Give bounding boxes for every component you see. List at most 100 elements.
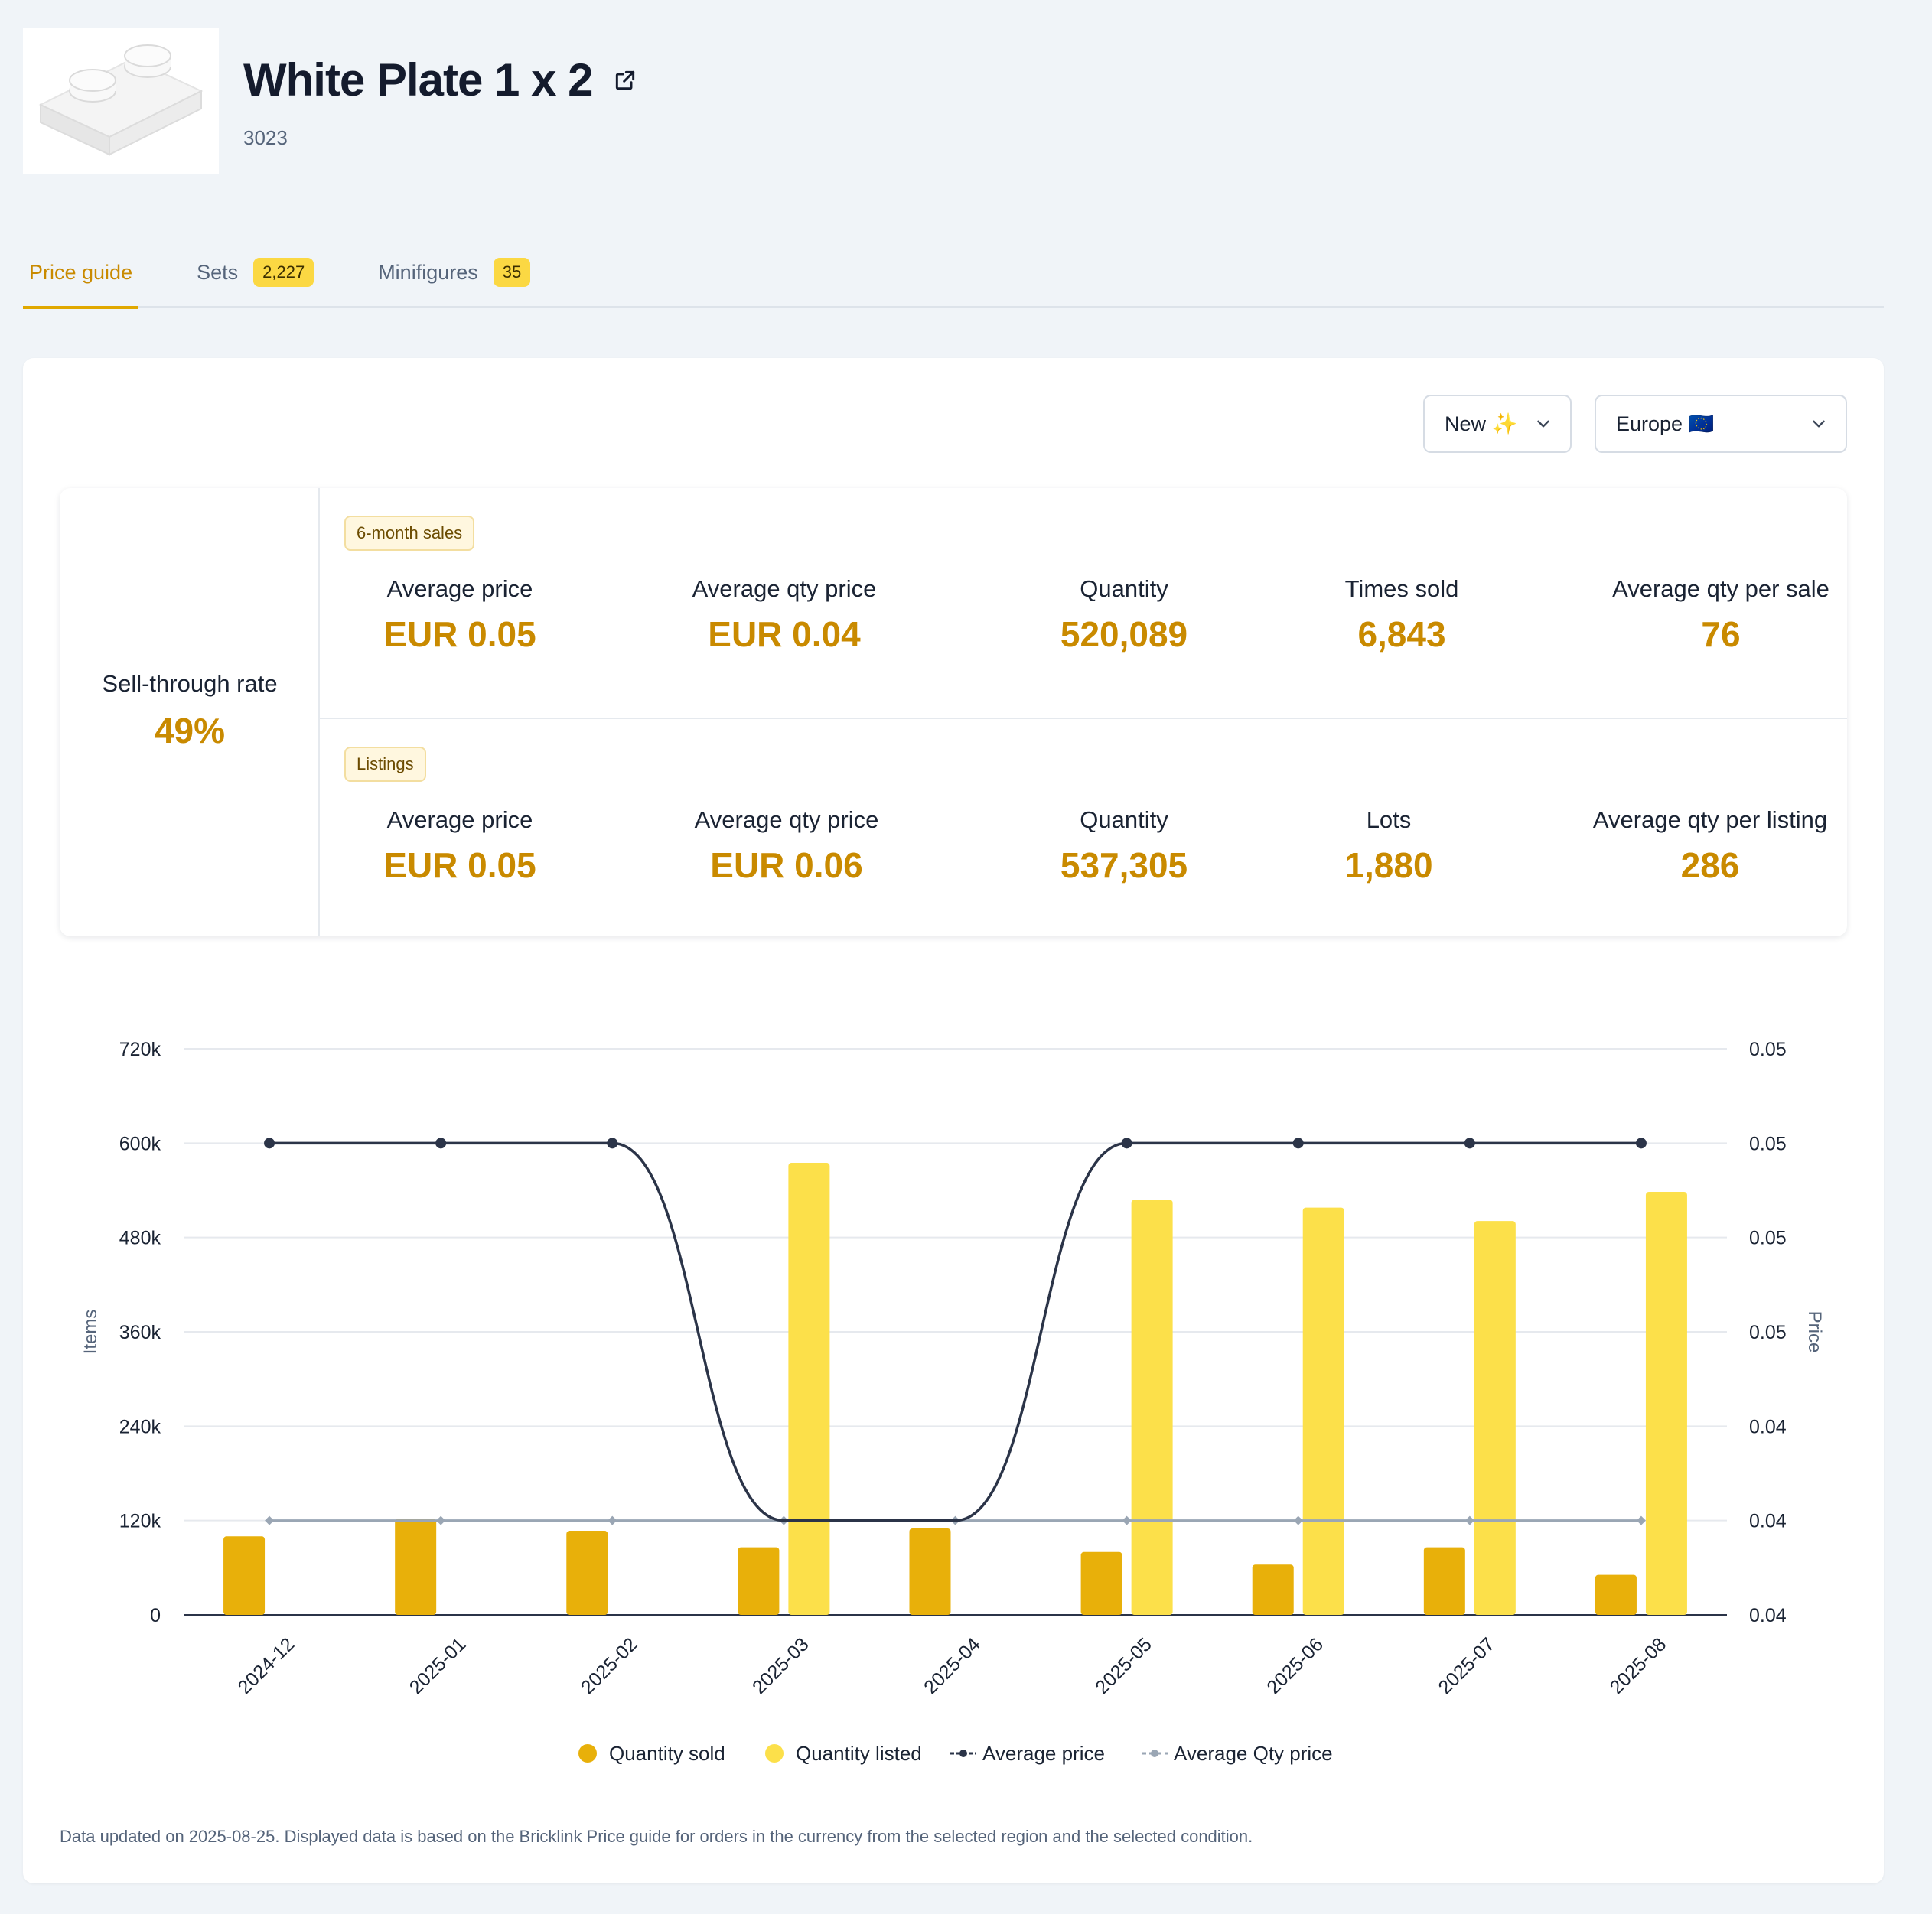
x-tick-label: 2025-05 xyxy=(1091,1633,1156,1698)
y2-axis-title: Price xyxy=(1804,1311,1825,1353)
metric-value: 537,305 xyxy=(1060,845,1188,885)
metric-label: Quantity xyxy=(1080,806,1168,833)
price-guide-card: New ✨ Europe 🇪🇺 Sell-through rate 49% 6-… xyxy=(23,358,1884,1883)
x-tick-label: 2025-03 xyxy=(748,1633,813,1698)
metric-label: Quantity xyxy=(1080,575,1168,602)
legend-label: Quantity listed xyxy=(796,1742,922,1765)
sell-through-label: Sell-through rate xyxy=(102,670,278,697)
legend-label: Quantity sold xyxy=(609,1742,725,1765)
tab-price-guide[interactable]: Price guide xyxy=(23,237,139,309)
bar-quantity-listed xyxy=(1474,1221,1516,1615)
part-number: 3023 xyxy=(243,126,288,149)
listings-average-price: Average price EUR 0.05 xyxy=(383,806,536,886)
chevron-down-icon xyxy=(1533,414,1553,434)
point-average-qty-price xyxy=(265,1515,275,1525)
bar-quantity-sold xyxy=(223,1536,266,1615)
metric-value: 1,880 xyxy=(1344,845,1433,885)
legend-marker xyxy=(959,1750,967,1757)
legend-marker xyxy=(578,1744,597,1763)
footer-note: Data updated on 2025-08-25. Displayed da… xyxy=(60,1827,1253,1846)
x-tick-label: 2025-06 xyxy=(1262,1633,1328,1698)
metric-value: 6,843 xyxy=(1357,614,1446,654)
y2-tick-label: 0.04 xyxy=(1749,1605,1787,1626)
listings-average-qty-per-listing: Average qty per listing 286 xyxy=(1593,806,1827,886)
region-select[interactable]: Europe 🇪🇺 xyxy=(1595,395,1847,453)
x-tick-label: 2024-12 xyxy=(234,1633,299,1698)
region-value: Europe 🇪🇺 xyxy=(1616,412,1715,435)
tab-minifigures[interactable]: Minifigures 35 xyxy=(372,237,536,308)
part-image xyxy=(23,28,219,174)
legend-label: Average Qty price xyxy=(1174,1742,1333,1765)
metric-value: 520,089 xyxy=(1060,614,1188,654)
point-average-qty-price xyxy=(1636,1515,1646,1525)
y2-tick-label: 0.05 xyxy=(1749,1039,1787,1060)
point-average-price xyxy=(1292,1138,1304,1149)
point-average-price xyxy=(1464,1138,1475,1149)
metric-value: 286 xyxy=(1680,845,1740,885)
metric-label: Average qty price xyxy=(694,806,879,833)
point-average-qty-price xyxy=(1293,1515,1303,1525)
part-header: White Plate 1 x 2 3023 xyxy=(23,28,637,174)
point-average-price xyxy=(607,1138,618,1149)
sales-quantity: Quantity 520,089 xyxy=(1060,575,1188,655)
tab-sets[interactable]: Sets 2,227 xyxy=(191,237,320,308)
metric-value: EUR 0.05 xyxy=(383,614,536,654)
bar-quantity-sold xyxy=(395,1519,437,1615)
listings-average-qty-price: Average qty price EUR 0.06 xyxy=(695,806,879,886)
bar-quantity-sold xyxy=(1423,1547,1465,1615)
y-tick-label: 0 xyxy=(150,1605,161,1626)
x-tick-label: 2025-07 xyxy=(1434,1633,1499,1698)
tab-label: Minifigures xyxy=(378,260,478,284)
point-average-qty-price xyxy=(608,1515,617,1525)
y-tick-label: 480k xyxy=(119,1228,161,1249)
x-tick-label: 2025-04 xyxy=(920,1633,985,1698)
y-axis-title: Items xyxy=(80,1310,101,1355)
y2-tick-label: 0.04 xyxy=(1749,1416,1787,1437)
listings-pill: Listings xyxy=(344,747,426,782)
x-tick-label: 2025-01 xyxy=(406,1633,471,1698)
point-average-price xyxy=(1635,1138,1647,1149)
y2-tick-label: 0.05 xyxy=(1749,1322,1787,1343)
point-average-qty-price xyxy=(1464,1515,1474,1525)
point-average-qty-price xyxy=(436,1515,446,1525)
metric-value: 76 xyxy=(1701,614,1741,654)
sales-pill: 6-month sales xyxy=(344,516,475,551)
bar-quantity-sold xyxy=(566,1531,608,1615)
sales-average-qty-per-sale: Average qty per sale 76 xyxy=(1612,575,1829,655)
metric-label: Average qty per sale xyxy=(1612,575,1829,602)
line-average-price xyxy=(269,1141,1641,1522)
tab-bar: Price guide Sets 2,227 Minifigures 35 xyxy=(23,237,1884,309)
metric-label: Times sold xyxy=(1344,575,1459,602)
condition-value: New ✨ xyxy=(1445,412,1518,435)
price-history-chart: 0 0.04 120k 0.04 240k 0.04 360k 0.05 480k 0.05 600… xyxy=(80,1039,1825,1765)
metric-value: EUR 0.05 xyxy=(383,845,536,885)
sales-average-price: Average price EUR 0.05 xyxy=(383,575,536,655)
metric-label: Average price xyxy=(386,806,533,833)
sell-through-value: 49% xyxy=(154,711,226,750)
y2-tick-label: 0.05 xyxy=(1749,1133,1787,1154)
point-average-price xyxy=(435,1138,447,1149)
metric-value: EUR 0.04 xyxy=(708,614,861,654)
external-link-icon[interactable] xyxy=(613,68,637,93)
point-average-price xyxy=(1121,1138,1132,1149)
condition-select[interactable]: New ✨ xyxy=(1423,395,1572,453)
bar-quantity-sold xyxy=(909,1528,951,1615)
point-average-price xyxy=(264,1138,275,1149)
lego-plate-image xyxy=(38,44,204,156)
stats-panel: Sell-through rate 49% 6-month sales Aver… xyxy=(60,488,1847,936)
chevron-down-icon xyxy=(1809,414,1829,434)
y-tick-label: 120k xyxy=(119,1511,161,1532)
x-tick-label: 2025-02 xyxy=(577,1633,642,1698)
bar-quantity-listed xyxy=(788,1163,830,1615)
y-tick-label: 600k xyxy=(119,1133,161,1154)
x-tick-label: 2025-08 xyxy=(1606,1633,1671,1698)
legend-marker xyxy=(765,1744,784,1763)
y-tick-label: 720k xyxy=(119,1039,161,1060)
tab-label: Price guide xyxy=(29,260,133,284)
tab-label: Sets xyxy=(197,260,239,284)
bar-quantity-sold xyxy=(1252,1564,1294,1615)
bar-quantity-listed xyxy=(1131,1200,1173,1615)
y2-tick-label: 0.05 xyxy=(1749,1228,1787,1249)
sell-through-column: Sell-through rate 49% xyxy=(60,488,320,936)
metric-value: EUR 0.06 xyxy=(710,845,863,885)
